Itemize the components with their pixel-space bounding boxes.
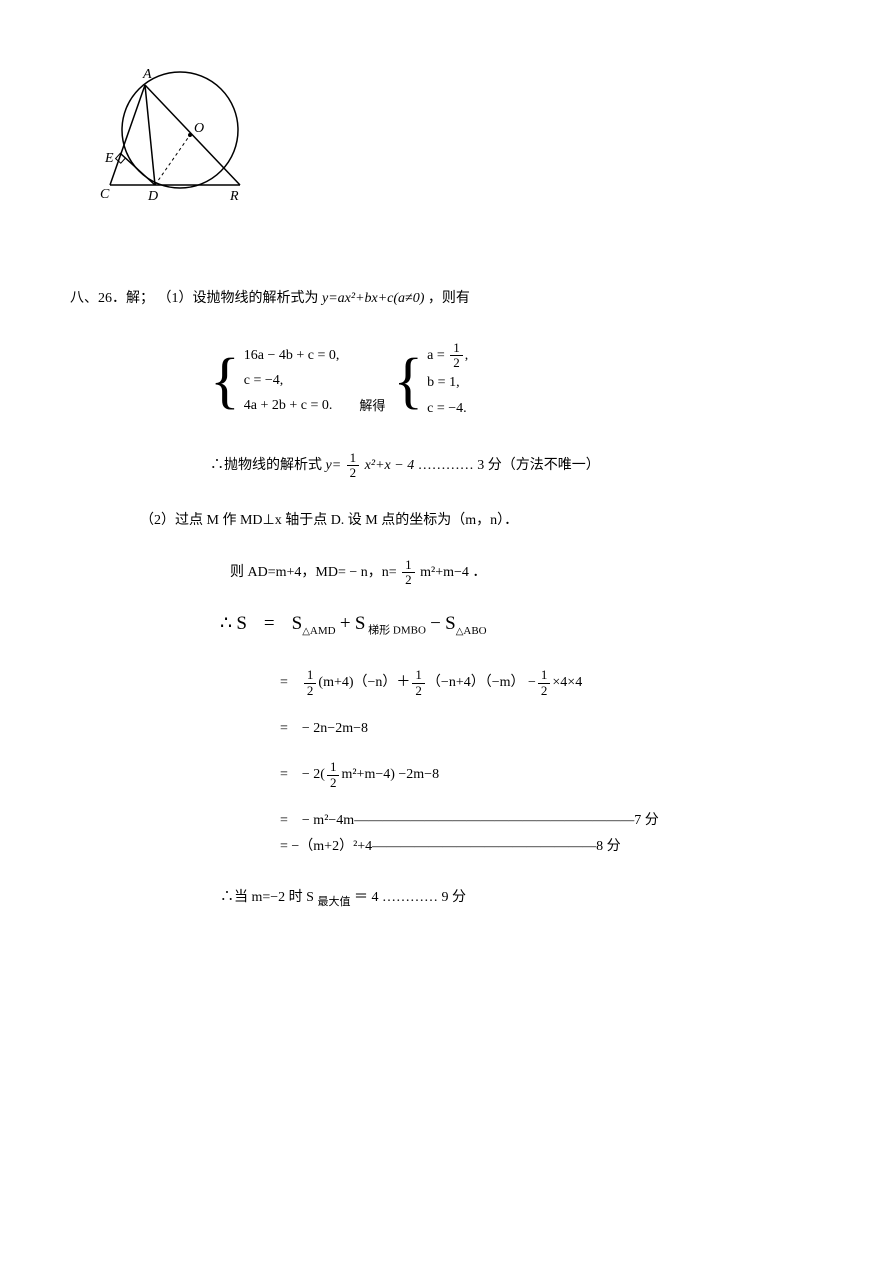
calc-line-1: 则 AD=m+4，MD= − n，n= 12 m²+m−4 ． — [230, 558, 822, 588]
parabola-result: ∴抛物线的解析式 y= 12 x²+x − 4 ………… 3 分（方法不唯一） — [210, 451, 822, 481]
brace-1: { — [210, 350, 240, 412]
circle-diagram: A O E C D R — [90, 50, 822, 228]
header-suffix: ，则有 — [428, 291, 470, 306]
sub-abo: △ABO — [456, 625, 487, 637]
label-E: E — [104, 151, 114, 166]
line-ED — [121, 154, 155, 185]
label-R: R — [229, 189, 239, 204]
system-1: { 16a − 4b + c = 0, c = −4, 4a + 2b + c … — [210, 343, 339, 419]
system-2: { a = 12, b = 1, c = −4. — [393, 341, 468, 421]
header-part1: （1）设抛物线的解析式为 — [158, 291, 323, 306]
area-formula: ∴ S = S△AMD + S 梯形 DMBO − S△ABO — [220, 609, 822, 640]
solve-label: 解得 — [359, 396, 385, 417]
final-line: ∴当 m=−2 时 S 最大值 ＝ 4 ………… 9 分 — [220, 887, 822, 911]
sys2-c: c = −4. — [427, 396, 468, 421]
brace-2: { — [393, 350, 423, 412]
sys2-b: b = 1, — [427, 370, 468, 395]
step-5: = −（m+2）²+4 ———————————————— 8 分 — [280, 836, 822, 858]
problem-header: 八、26．解； （1）设抛物线的解析式为 y=ax²+bx+c(a≠0) ，则有 — [70, 288, 822, 310]
point-O-dot — [188, 133, 192, 137]
label-C: C — [100, 187, 110, 202]
system-1-lines: 16a − 4b + c = 0, c = −4, 4a + 2b + c = … — [244, 343, 340, 419]
header-prefix: 八、26．解； — [70, 291, 154, 306]
sub-amd: △AMD — [302, 625, 335, 637]
line-DO — [155, 135, 190, 185]
label-A: A — [142, 67, 152, 82]
sys1-line2: c = −4, — [244, 368, 340, 393]
system-2-lines: a = 12, b = 1, c = −4. — [427, 341, 468, 421]
diagram-svg: A O E C D R — [90, 50, 290, 220]
step-1: = 12 (m+4)（−n）＋ 12 （−n+4）（−m） − 12 ×4×4 — [280, 668, 822, 698]
sys1-line3: 4a + 2b + c = 0. — [244, 393, 340, 418]
part2-header: （2）过点 M 作 MD⊥x 轴于点 D. 设 M 点的坐标为（m，n）． — [140, 510, 822, 532]
label-D: D — [147, 189, 158, 204]
line-AC — [110, 85, 145, 185]
label-O: O — [194, 121, 204, 136]
step-3: = − 2( 12 m²+m−4) −2m−8 — [280, 760, 822, 790]
line-AD — [145, 85, 155, 185]
header-eq: y=ax²+bx+c(a≠0) — [322, 291, 424, 306]
sys1-line1: 16a − 4b + c = 0, — [244, 343, 340, 368]
equation-systems: { 16a − 4b + c = 0, c = −4, 4a + 2b + c … — [210, 341, 822, 421]
step-4: = − m²−4m ———————————————————— 7 分 — [280, 810, 822, 832]
step-2: = − 2n−2m−8 — [280, 718, 822, 740]
sys2-a: a = 12, — [427, 341, 468, 371]
line-AR — [145, 85, 240, 185]
